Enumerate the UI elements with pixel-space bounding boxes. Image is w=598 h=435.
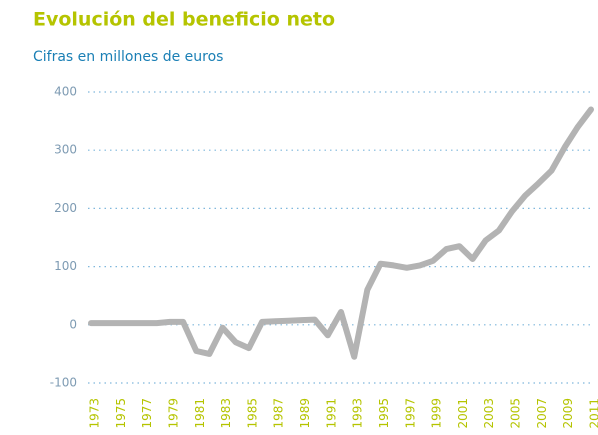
- x-tick-label: 2009: [561, 398, 575, 429]
- x-tick-label: 1977: [140, 398, 154, 429]
- y-tick-label: 300: [54, 143, 77, 157]
- x-tick-label: 1973: [88, 398, 102, 429]
- x-tick-label: 2007: [535, 398, 549, 429]
- data-line: [88, 106, 594, 360]
- x-tick-label: 1989: [298, 398, 312, 429]
- x-tick-label: 1999: [430, 398, 444, 429]
- x-tick-label: 1987: [272, 398, 286, 429]
- x-tick-label: 1997: [403, 398, 417, 429]
- chart-title: Evolución del beneficio neto: [33, 9, 335, 31]
- chart-subtitle: Cifras en millones de euros: [33, 49, 223, 65]
- y-tick-label: 100: [54, 259, 77, 273]
- x-tick-label: 2001: [456, 398, 470, 429]
- x-tick-label: 1979: [166, 398, 180, 429]
- x-tick-label: 1975: [114, 398, 128, 429]
- y-tick-label: 400: [54, 85, 77, 99]
- x-tick-label: 2003: [482, 398, 496, 429]
- y-tick-label: 0: [69, 317, 77, 331]
- x-tick-label: 1983: [219, 398, 233, 429]
- x-tick-label: 1995: [377, 398, 391, 429]
- y-tick-label: -100: [50, 376, 77, 390]
- y-tick-label: 200: [54, 201, 77, 215]
- x-tick-label: 1993: [351, 398, 365, 429]
- x-tick-label: 2005: [509, 398, 523, 429]
- x-tick-label: 1991: [324, 398, 338, 429]
- x-tick-label: 1985: [245, 398, 259, 429]
- x-tick-label: 2011: [588, 398, 598, 429]
- x-tick-label: 1981: [193, 398, 207, 429]
